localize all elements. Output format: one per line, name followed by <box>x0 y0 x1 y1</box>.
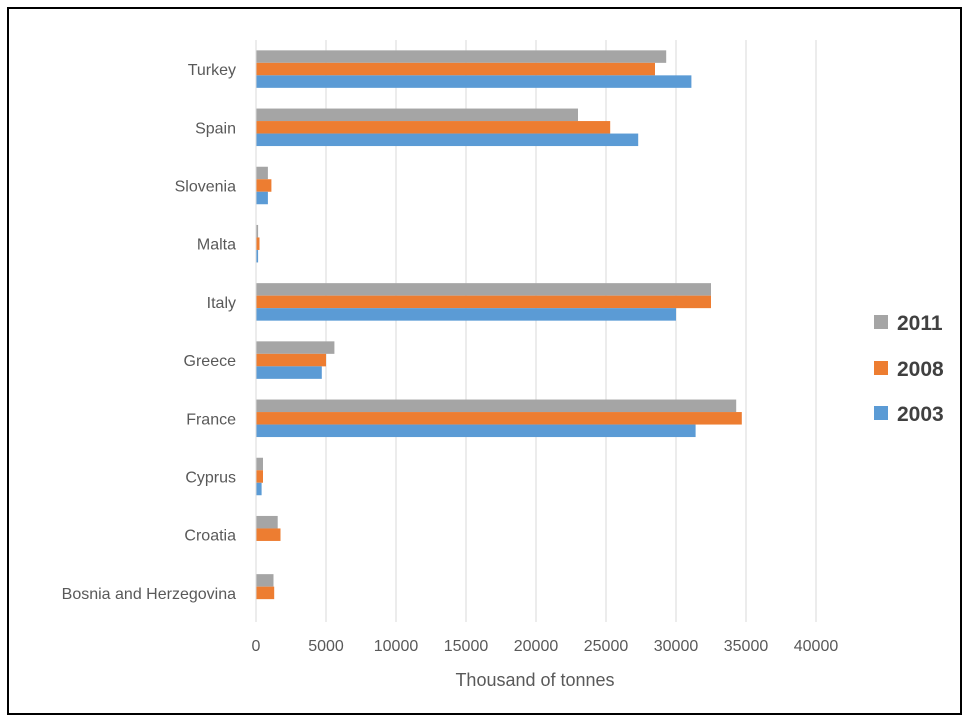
legend-label: 2003 <box>897 403 944 426</box>
legend-swatch <box>874 406 888 420</box>
bar-2011 <box>256 50 667 63</box>
bar-2008 <box>256 295 711 309</box>
bar-2011 <box>256 224 259 238</box>
bar-2008 <box>256 470 263 483</box>
x-tick-label: 15000 <box>444 638 489 655</box>
bar-2011 <box>256 283 711 296</box>
x-tick-label: 0 <box>252 638 261 655</box>
category-label: France <box>186 411 236 428</box>
category-label: Malta <box>197 237 236 254</box>
legend-swatch <box>874 315 888 329</box>
bar-2011 <box>256 108 578 122</box>
bar-2003 <box>256 482 262 496</box>
category-label: Bosnia and Herzegovina <box>62 586 236 603</box>
category-label: Spain <box>195 120 236 137</box>
category-label: Slovenia <box>175 179 236 196</box>
bar-2008 <box>256 179 272 192</box>
bar-2011 <box>256 166 268 180</box>
category-label: Turkey <box>188 62 236 79</box>
bar-2011 <box>256 574 274 587</box>
x-tick-labels: 0 5000 10000 15000 20000 25000 30000 35000 40000 <box>252 638 839 655</box>
bar-2003 <box>256 249 259 263</box>
category-label: Italy <box>207 295 236 312</box>
bar-2008 <box>256 62 655 76</box>
x-tick-label: 30000 <box>654 638 699 655</box>
x-tick-label: 10000 <box>374 638 419 655</box>
legend-swatch <box>874 361 888 375</box>
category-label: Greece <box>184 353 237 370</box>
bar-2008 <box>256 121 611 134</box>
bar-2008 <box>256 586 275 600</box>
bar-2003 <box>256 191 268 205</box>
bar-2011 <box>256 457 263 471</box>
legend-label: 2011 <box>897 312 943 335</box>
category-label: Croatia <box>184 528 236 545</box>
category-labels: Turkey Spain Slovenia Malta Italy Greece Franc… <box>62 62 236 603</box>
bars <box>256 50 742 600</box>
legend: 2011 2008 2003 <box>874 312 944 426</box>
bar-2003 <box>256 366 322 379</box>
bar-2003 <box>256 133 639 147</box>
x-tick-label: 35000 <box>724 638 769 655</box>
bar-2011 <box>256 341 335 354</box>
bar-2008 <box>256 412 742 425</box>
legend-label: 2008 <box>897 358 944 381</box>
bar-2011 <box>256 515 278 529</box>
bar-2008 <box>256 528 281 541</box>
category-label: Cyprus <box>185 470 236 487</box>
x-tick-label: 40000 <box>794 638 839 655</box>
bar-2008 <box>256 353 326 367</box>
bar-2011 <box>256 399 737 413</box>
bar-2008 <box>256 237 260 250</box>
bar-2003 <box>256 424 696 438</box>
bar-2003 <box>256 75 692 88</box>
bar-2003 <box>256 308 676 321</box>
x-tick-label: 20000 <box>514 638 559 655</box>
x-tick-label: 5000 <box>308 638 344 655</box>
x-tick-label: 25000 <box>584 638 629 655</box>
x-axis-title: Thousand of tonnes <box>455 670 614 690</box>
